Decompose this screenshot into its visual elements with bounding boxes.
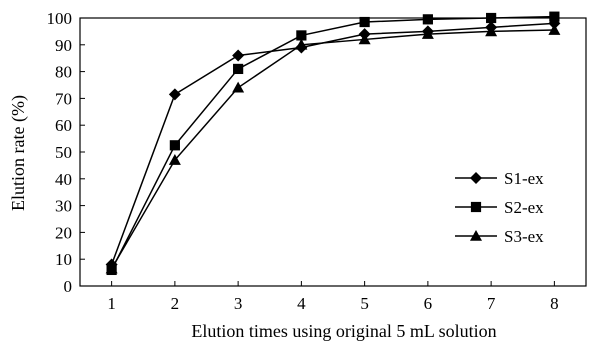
y-tick-label: 30 [55,197,72,216]
legend-marker-s1-ex [470,172,482,184]
y-tick-label: 70 [55,89,72,108]
x-tick-label: 3 [234,294,243,313]
y-tick-label: 60 [55,116,72,135]
legend-label-s2-ex: S2-ex [504,198,544,217]
series-line-s2-ex [110,15,555,271]
x-tick-label: 6 [424,294,433,313]
data-point-s3-ex [485,25,498,37]
y-tick-label: 100 [47,9,73,28]
data-point-s2-ex [549,11,560,22]
y-tick-label: 20 [55,223,72,242]
x-tick-label: 1 [107,294,116,313]
data-point-s3-ex [421,28,434,39]
data-point-s2-ex [422,14,433,25]
series-line-s1-ex [110,22,555,265]
data-point-s2-ex [233,63,244,75]
x-axis-title: Elution times using original 5 mL soluti… [191,321,496,341]
y-tick-label: 50 [55,143,72,162]
series-line-s3-ex [110,29,555,269]
y-tick-label: 0 [64,277,73,296]
data-point-s3-ex [548,24,561,35]
data-point-s1-ex [168,88,181,101]
data-point-s1-ex [232,49,245,62]
x-tick-label: 7 [487,294,496,313]
legend-label-s1-ex: S1-ex [504,169,544,188]
legend-marker-s3-ex [470,230,482,241]
x-tick-label: 4 [297,294,306,313]
data-point-s2-ex [296,30,307,41]
y-axis-title: Elution rate (%) [8,95,29,211]
legend-marker-s2-ex [470,201,482,213]
x-tick-label: 8 [550,294,559,313]
x-tick-label: 2 [171,294,180,313]
data-point-s2-ex [359,16,370,28]
data-point-s2-ex [486,12,497,24]
data-point-s3-ex [358,33,371,45]
x-tick-label: 5 [360,294,369,313]
y-tick-label: 80 [55,63,72,82]
data-point-s3-ex [232,81,245,93]
legend-label-s3-ex: S3-ex [504,227,544,246]
y-tick-label: 40 [55,170,72,189]
y-tick-label: 10 [55,250,72,269]
y-tick-label: 90 [55,36,72,55]
data-point-s2-ex [169,140,180,151]
data-point-s3-ex [295,38,308,50]
data-point-s3-ex [168,154,181,165]
data-point-s3-ex [105,262,118,274]
